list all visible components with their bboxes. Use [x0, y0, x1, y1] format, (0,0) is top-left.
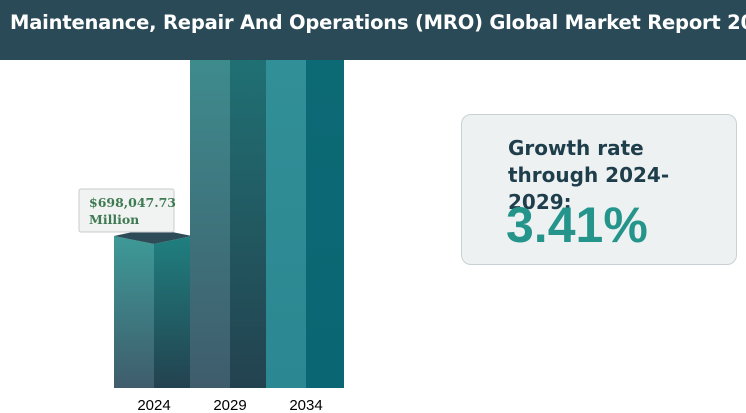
bar-side-face [154, 236, 192, 388]
growth-rate-label: Growth rate through 2024-2029: [508, 136, 670, 214]
growth-rate-card: Growth rate through 2024-2029: 3.41% [461, 114, 737, 265]
x-tick-label: 2024 [137, 397, 170, 413]
growth-rate-value: 3.41% [506, 197, 648, 253]
bar-side-face [230, 60, 268, 388]
x-tick-label: 2029 [213, 397, 246, 413]
data-label-value: $698,047.73 [89, 195, 176, 210]
bar-front-face [190, 60, 230, 388]
report-title: Maintenance, Repair And Operations (MRO)… [10, 11, 746, 34]
x-tick-label: 2034 [289, 397, 322, 413]
data-label-box [78, 188, 175, 233]
bar-2029 [190, 60, 268, 388]
bar-2034 [266, 60, 344, 388]
bar-2024 [114, 228, 192, 388]
bar-side-face [306, 60, 344, 388]
market-size-bar-chart: $698,047.73Million$825,564.31Million$975… [78, 60, 344, 413]
data-label: $698,047.73 Million [78, 188, 176, 233]
data-label-unit: Million [89, 212, 139, 227]
bar-front-face [266, 60, 306, 388]
header-banner: Maintenance, Repair And Operations (MRO)… [0, 0, 746, 60]
bar-front-face [114, 236, 154, 388]
